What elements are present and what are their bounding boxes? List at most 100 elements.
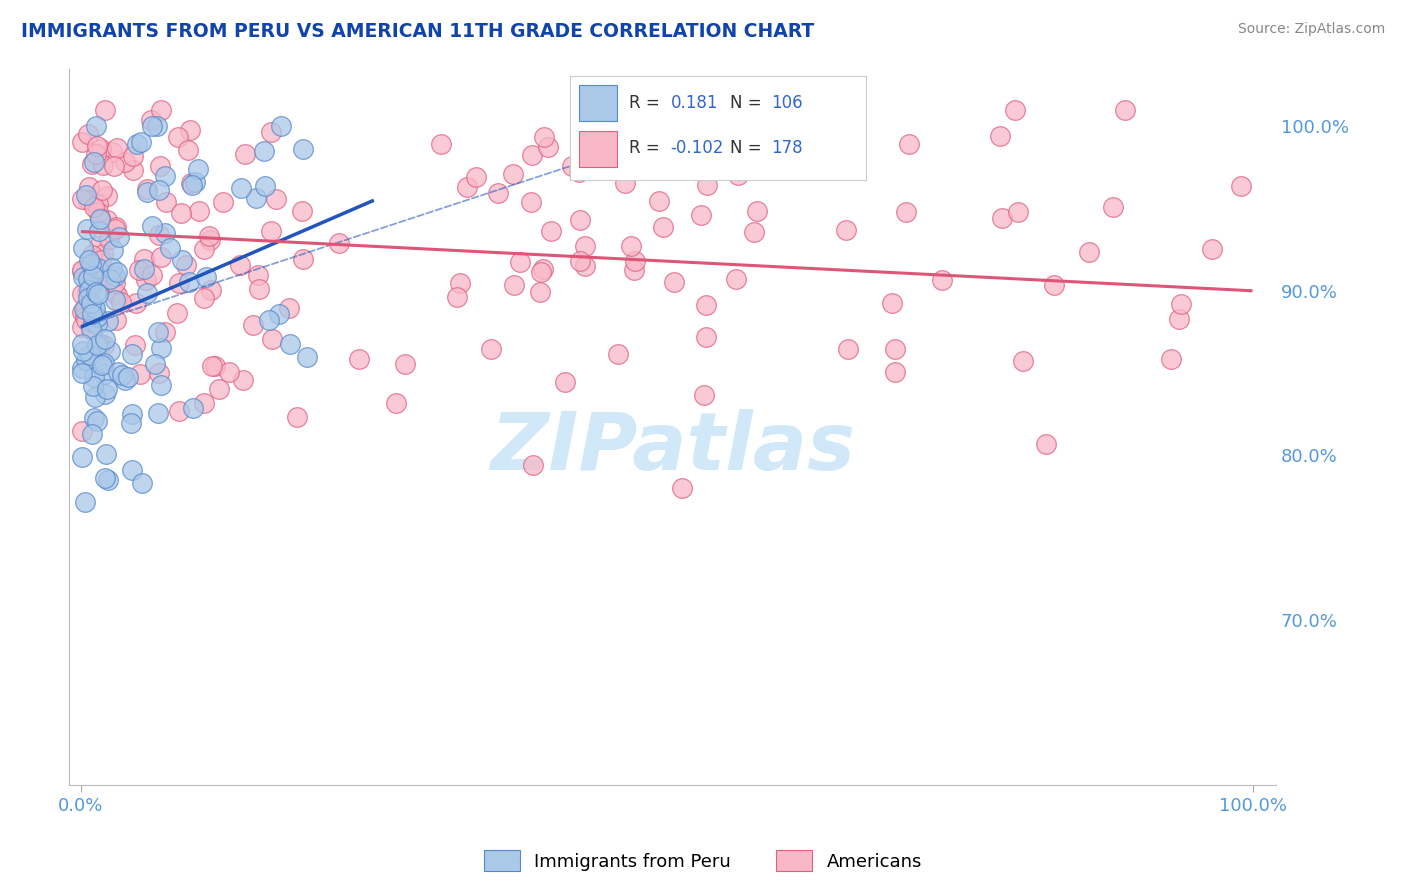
Point xyxy=(91,158,114,172)
Point xyxy=(569,212,592,227)
Point xyxy=(70,366,93,380)
Point xyxy=(693,388,716,402)
Point xyxy=(270,119,292,133)
Point xyxy=(122,149,145,163)
Point xyxy=(574,260,596,274)
Point xyxy=(131,475,153,490)
Point xyxy=(70,262,93,277)
Point xyxy=(745,203,768,218)
Point xyxy=(568,254,591,268)
Point xyxy=(89,211,111,226)
Point xyxy=(179,275,201,289)
Point xyxy=(80,296,103,310)
Point xyxy=(114,155,136,169)
Point xyxy=(179,123,201,137)
Point xyxy=(124,338,146,352)
Point xyxy=(77,283,100,297)
Point xyxy=(141,268,163,282)
Point xyxy=(80,258,103,272)
Point xyxy=(884,365,907,379)
Point xyxy=(82,315,104,329)
Point xyxy=(150,251,173,265)
Point xyxy=(120,417,142,431)
Point xyxy=(75,188,97,202)
Point xyxy=(96,189,118,203)
Point xyxy=(105,313,128,327)
Point xyxy=(167,404,190,418)
Point xyxy=(187,161,209,176)
Point xyxy=(91,358,114,372)
Point xyxy=(76,285,98,299)
Point xyxy=(96,213,118,227)
Point xyxy=(89,211,111,226)
Point xyxy=(70,135,93,149)
Point xyxy=(623,263,645,277)
Point xyxy=(134,252,156,266)
Point xyxy=(328,235,350,250)
Point xyxy=(347,352,370,367)
Point xyxy=(90,142,112,156)
Point xyxy=(100,272,122,286)
Point xyxy=(72,241,94,255)
Point xyxy=(898,137,921,152)
Point xyxy=(229,181,252,195)
Point xyxy=(1167,311,1189,326)
Point xyxy=(709,103,731,117)
Point xyxy=(297,350,319,364)
Point xyxy=(148,326,170,340)
Point xyxy=(614,176,637,190)
Point xyxy=(108,230,131,244)
Point xyxy=(153,326,176,340)
Point xyxy=(502,167,524,181)
Point xyxy=(159,242,181,256)
Point xyxy=(111,368,134,382)
Point xyxy=(148,227,170,242)
Point xyxy=(101,243,124,257)
Point xyxy=(141,119,163,133)
Point xyxy=(662,275,685,289)
Point xyxy=(84,390,107,404)
Point xyxy=(696,178,718,193)
Point xyxy=(104,222,127,236)
Point xyxy=(80,322,103,336)
Point xyxy=(72,269,94,284)
Point xyxy=(87,204,110,219)
Point xyxy=(195,270,218,285)
Point xyxy=(141,219,163,233)
Text: IMMIGRANTS FROM PERU VS AMERICAN 11TH GRADE CORRELATION CHART: IMMIGRANTS FROM PERU VS AMERICAN 11TH GR… xyxy=(21,22,814,41)
Point xyxy=(94,470,117,484)
Point xyxy=(990,129,1012,144)
Point xyxy=(533,129,555,144)
Text: ZIPatlas: ZIPatlas xyxy=(491,409,855,487)
Point xyxy=(883,342,905,356)
Point xyxy=(291,204,314,219)
Point xyxy=(837,342,859,356)
Point xyxy=(100,145,122,160)
Point xyxy=(287,410,309,425)
Point xyxy=(86,338,108,352)
Point xyxy=(82,269,104,284)
Point xyxy=(429,136,451,151)
Point xyxy=(72,450,94,464)
Point xyxy=(384,396,406,410)
Point xyxy=(77,253,100,268)
Point xyxy=(253,144,276,158)
Point xyxy=(94,447,117,461)
Point xyxy=(176,143,198,157)
Point xyxy=(87,224,110,238)
Point xyxy=(522,458,544,472)
Point xyxy=(122,162,145,177)
Point xyxy=(188,204,211,219)
Point xyxy=(90,253,112,268)
Point xyxy=(87,239,110,253)
Point xyxy=(127,136,149,151)
Point xyxy=(125,296,148,310)
Point xyxy=(105,287,128,301)
Point xyxy=(277,301,299,316)
Point xyxy=(97,232,120,246)
Point xyxy=(560,159,582,173)
Point xyxy=(75,494,97,508)
Point xyxy=(77,128,100,142)
Point xyxy=(1230,179,1253,194)
Point xyxy=(94,332,117,346)
